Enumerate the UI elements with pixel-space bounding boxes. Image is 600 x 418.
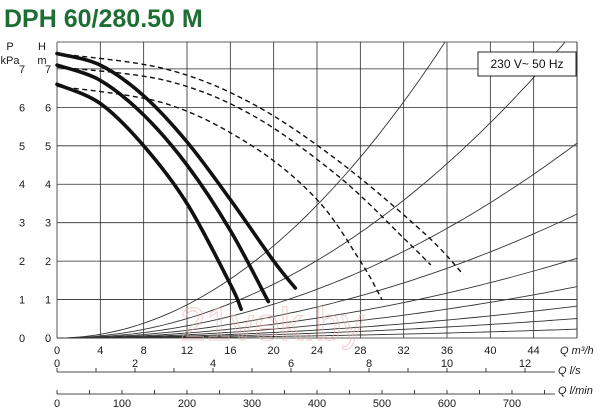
system-curve <box>57 257 578 339</box>
x-tick-label-ls: 12 <box>519 358 531 370</box>
y-left-tick-label: 2 <box>19 256 25 268</box>
system-curve <box>57 286 578 339</box>
y-right-tick-label: 0 <box>45 333 51 345</box>
x-tick-label-lmin: 100 <box>113 398 131 410</box>
y-right-tick-label: 1 <box>45 295 51 307</box>
x-tick-label-m3h: 16 <box>224 345 236 357</box>
x-tick-label-m3h: 20 <box>268 345 280 357</box>
voltage-annotation-box <box>477 51 577 77</box>
dashed-curve <box>56 52 464 276</box>
system-curve <box>57 328 578 339</box>
system-curve <box>57 41 566 339</box>
x-axis-label-lmin: Q l/min <box>558 385 593 397</box>
dashed-curve <box>56 66 432 266</box>
y-right-label-unit: m <box>37 55 46 67</box>
head-curve-speed-3 <box>55 51 298 290</box>
x-tick-label-m3h: 40 <box>484 345 496 357</box>
head-curve-speed-1 <box>55 82 243 311</box>
y-left-tick-label: 1 <box>19 295 25 307</box>
x-tick-label-m3h: 0 <box>54 345 60 357</box>
y-left-tick-label: 0 <box>19 333 25 345</box>
x-tick-label-lmin: 700 <box>503 398 521 410</box>
x-tick-label-m3h: 28 <box>354 345 366 357</box>
y-left-tick-label: 3 <box>19 218 25 230</box>
x-tick-label-ls: 10 <box>441 358 453 370</box>
y-right-tick-label: 7 <box>45 64 51 76</box>
x-tick-label-lmin: 500 <box>373 398 391 410</box>
head-curve-speed-2 <box>55 63 271 304</box>
watermark: 21vek.by <box>180 298 364 350</box>
y-right-tick-label: 4 <box>45 179 51 191</box>
x-tick-label-lmin: 400 <box>308 398 326 410</box>
x-axis-label-m3h: Q m³/h <box>560 345 594 357</box>
plot-grid <box>56 41 578 339</box>
performance-curves <box>55 51 464 311</box>
y-left-label-p: P <box>6 41 13 53</box>
x-tick-label-m3h: 32 <box>398 345 410 357</box>
system-curve <box>57 142 578 339</box>
dashed-curve <box>56 85 383 300</box>
y-right-tick-label: 2 <box>45 256 51 268</box>
x-tick-label-lmin: 0 <box>54 398 60 410</box>
x-tick-label-m3h: 4 <box>97 345 103 357</box>
chart-title: DPH 60/280.50 M <box>4 5 203 33</box>
x-tick-label-m3h: 24 <box>311 345 323 357</box>
system-curve <box>57 213 578 339</box>
y-left-tick-label: 7 <box>19 64 25 76</box>
x-tick-label-lmin: 300 <box>243 398 261 410</box>
voltage-annotation: 230 V~ 50 Hz <box>490 57 563 71</box>
system-curve <box>56 41 446 339</box>
y-left-tick-label: 6 <box>19 102 25 114</box>
y-right-label-h: H <box>38 41 46 53</box>
y-left-label-unit: kPa <box>1 55 21 67</box>
x-tick-label-ls: 4 <box>210 358 216 370</box>
x-tick-label-ls: 2 <box>132 358 138 370</box>
y-left-tick-label: 4 <box>19 179 25 191</box>
y-right-tick-label: 3 <box>45 218 51 230</box>
x-tick-label-m3h: 44 <box>528 345 540 357</box>
y-left-tick-label: 5 <box>19 141 25 153</box>
x-tick-label-ls: 0 <box>54 358 60 370</box>
x-tick-label-m3h: 8 <box>141 345 147 357</box>
x-tick-label-ls: 6 <box>288 358 294 370</box>
y-right-tick-label: 5 <box>45 141 51 153</box>
x-tick-label-ls: 8 <box>366 358 372 370</box>
x-tick-label-m3h: 36 <box>441 345 453 357</box>
x-tick-label-lmin: 200 <box>178 398 196 410</box>
x-axis-label-ls: Q l/s <box>558 365 581 377</box>
y-right-tick-label: 6 <box>45 102 51 114</box>
x-tick-label-lmin: 600 <box>438 398 456 410</box>
x-tick-label-m3h: 12 <box>181 345 193 357</box>
system-curves <box>56 41 578 339</box>
